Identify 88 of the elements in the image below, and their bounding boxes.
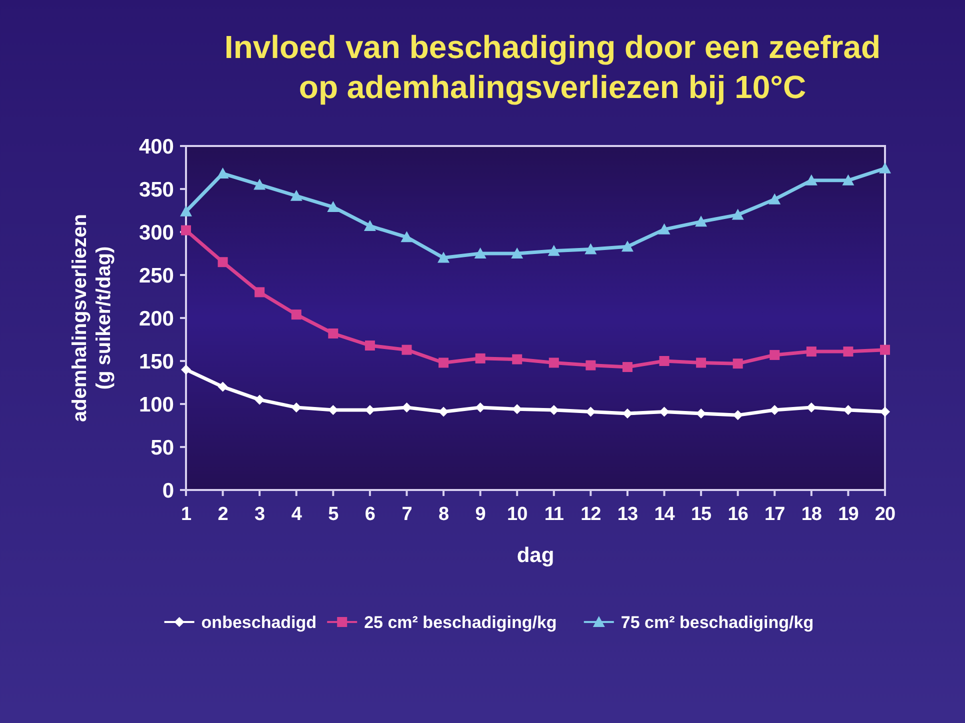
y-tick-label: 50 bbox=[150, 436, 174, 460]
point bbox=[327, 201, 340, 212]
point bbox=[696, 358, 706, 368]
point bbox=[586, 406, 596, 417]
point bbox=[695, 216, 708, 227]
point bbox=[438, 252, 450, 263]
y-tick-label: 250 bbox=[138, 264, 174, 288]
point bbox=[843, 346, 854, 357]
point bbox=[512, 354, 522, 364]
point bbox=[254, 178, 266, 190]
point bbox=[658, 223, 670, 234]
point bbox=[880, 344, 890, 355]
point bbox=[402, 344, 412, 355]
x-tick-label: 19 bbox=[838, 504, 858, 525]
x-tick-label: 6 bbox=[364, 504, 375, 525]
point bbox=[770, 405, 780, 416]
point bbox=[548, 244, 560, 256]
legend-label: onbeschadigd bbox=[201, 612, 317, 632]
point bbox=[475, 402, 486, 412]
point bbox=[216, 168, 229, 179]
point bbox=[732, 410, 743, 420]
x-tick-label: 5 bbox=[328, 504, 340, 525]
point bbox=[732, 208, 744, 220]
point bbox=[474, 248, 486, 258]
point bbox=[181, 364, 191, 375]
point bbox=[291, 402, 302, 412]
x-tick-label: 20 bbox=[874, 504, 896, 525]
x-tick-label: 4 bbox=[291, 504, 302, 525]
point bbox=[879, 162, 891, 174]
point bbox=[806, 346, 816, 357]
x-tick-label: 16 bbox=[728, 504, 748, 525]
point bbox=[218, 382, 228, 392]
x-tick-label: 13 bbox=[617, 504, 638, 525]
point bbox=[548, 358, 559, 368]
chart-title: Invloed van beschadiging door een zeefrad op ademhalingsverliezen bij 10°C bbox=[224, 29, 881, 105]
x-tick-label: 9 bbox=[475, 504, 486, 525]
y-axis-title: ademhalingsverliezen (g suiker/t/dag) bbox=[69, 214, 115, 422]
y-tick-label: 100 bbox=[138, 393, 174, 416]
x-axis-title: dag bbox=[516, 544, 554, 567]
legend-label: 75 cm² beschadiging/kg bbox=[620, 612, 814, 632]
point bbox=[475, 353, 486, 364]
x-tick-label: 1 bbox=[180, 504, 192, 525]
x-tick-label: 18 bbox=[801, 504, 822, 525]
point bbox=[842, 174, 854, 186]
point bbox=[768, 193, 781, 204]
point bbox=[290, 190, 302, 201]
point bbox=[254, 287, 265, 298]
point bbox=[880, 406, 890, 417]
point bbox=[659, 356, 670, 366]
point bbox=[438, 358, 449, 368]
point bbox=[732, 358, 743, 369]
point bbox=[402, 402, 412, 412]
x-tick-label: 17 bbox=[764, 504, 785, 525]
x-tick-label: 11 bbox=[544, 504, 564, 525]
x-tick-label: 8 bbox=[438, 504, 449, 525]
y-tick-label: 300 bbox=[138, 221, 174, 244]
point bbox=[511, 248, 524, 258]
point bbox=[843, 405, 854, 416]
legend-label: 25 cm² beschadiging/kg bbox=[364, 612, 557, 632]
y-tick-label: 400 bbox=[138, 135, 174, 158]
point bbox=[622, 362, 632, 372]
point bbox=[770, 350, 780, 360]
x-tick-label: 15 bbox=[690, 504, 712, 525]
point bbox=[291, 310, 302, 320]
x-tick-label: 3 bbox=[254, 504, 265, 525]
point bbox=[328, 328, 338, 338]
point bbox=[584, 243, 597, 254]
y-tick-label: 0 bbox=[162, 479, 174, 502]
point bbox=[180, 205, 192, 216]
y-tick-label: 200 bbox=[138, 307, 174, 330]
point bbox=[621, 240, 634, 252]
x-tick-label: 2 bbox=[218, 504, 228, 525]
point bbox=[218, 257, 228, 268]
y-tick-label: 350 bbox=[138, 178, 174, 202]
x-tick-label: 10 bbox=[507, 504, 528, 525]
point bbox=[586, 360, 596, 370]
point bbox=[254, 394, 265, 405]
point bbox=[364, 220, 376, 231]
point bbox=[400, 231, 413, 242]
point bbox=[438, 406, 449, 417]
x-tick-label: 12 bbox=[580, 504, 601, 525]
point bbox=[805, 174, 818, 186]
y-tick-label: 150 bbox=[138, 350, 174, 374]
x-tick-label: 7 bbox=[402, 504, 412, 525]
point bbox=[364, 340, 375, 351]
point bbox=[181, 225, 191, 236]
x-tick-label: 14 bbox=[654, 504, 676, 525]
point bbox=[659, 406, 670, 417]
